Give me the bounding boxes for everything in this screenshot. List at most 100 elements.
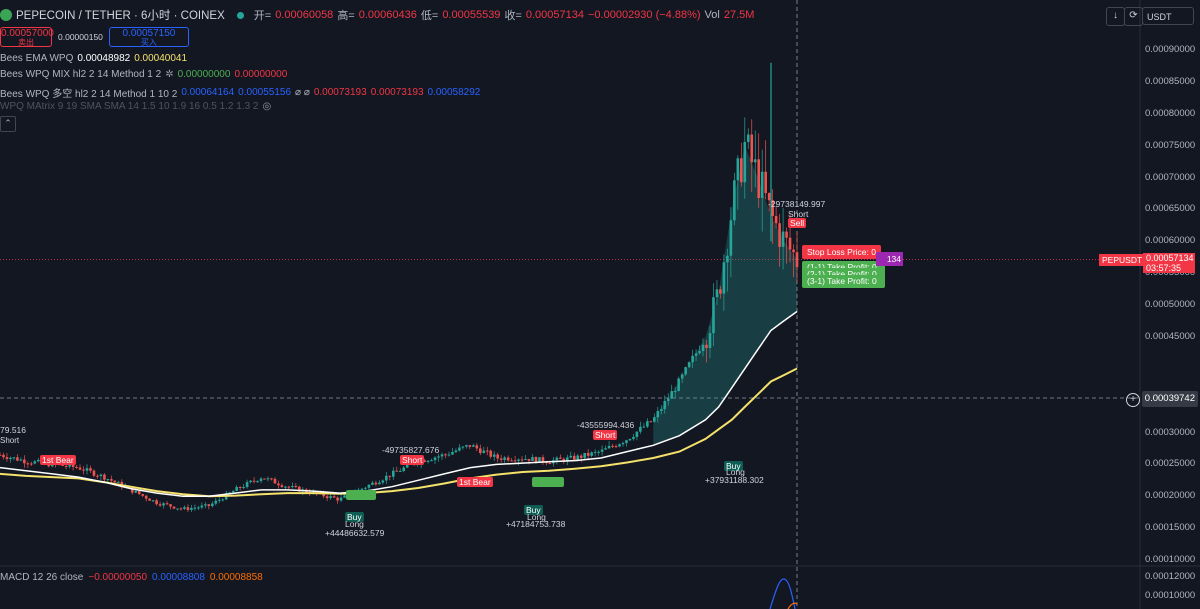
candle-body [242,487,245,489]
candle-body [371,482,374,485]
candle-body [565,457,569,462]
candle-body [618,444,621,447]
symbol-title[interactable]: PEPECOIN / TETHER · 6小时 · COINEX [16,10,225,22]
candle-body [26,463,30,465]
candle-body [391,470,395,477]
annotation-value-2: -49735827.676 [382,445,440,455]
candle-body [19,459,23,461]
candle-body [5,457,9,459]
candle-body [294,486,298,488]
candle-body [746,134,750,142]
candle-body [461,446,465,448]
candle-body [186,507,190,510]
annotation-short-left: Short [0,436,20,445]
high-label: 高= [337,10,355,22]
candle-body [760,171,764,199]
candle-body [499,458,503,460]
candle-body [767,193,771,201]
price-tick: 0.00065000 [1145,203,1196,215]
candle-body [9,457,12,459]
refresh-icon[interactable]: ⟳ [1124,7,1143,26]
candle-body [235,486,238,491]
eye-hidden-icon[interactable]: ◎ [262,101,272,112]
candle-body [646,421,649,427]
candle-body [256,481,259,483]
annotation-value-1: 79.516 [0,425,26,435]
indicator-duo[interactable]: Bees WPQ 多空 hl2 2 14 Method 1 10 2 0.000… [0,85,480,100]
candle-body [36,459,40,462]
price-tick: 0.00080000 [1145,107,1196,119]
candle-body [270,478,273,480]
candle-body [764,171,767,194]
candle-body [666,398,670,402]
sell-price: 0.00057000 [1,28,54,39]
indicator-mix[interactable]: Bees WPQ MIX hl2 2 14 Method 1 2 ✲ 0.000… [0,69,287,80]
candle-body [670,391,674,399]
annotation-value-4: -43555994.436 [577,420,635,430]
candle-body [715,289,719,298]
take-profit-3[interactable]: (3-1) Take Profit: 0 [802,275,885,288]
candle-body [245,482,249,488]
price-tick: 0.00045000 [1145,330,1196,342]
candle-body [249,480,252,483]
long-label-3: Long [726,467,745,477]
position-tag[interactable]: 134 [876,252,903,266]
candle-body [520,459,524,461]
candle-body [694,353,698,356]
candle-body [607,445,611,449]
first-bear-label-1: 1st Bear [40,455,76,465]
vol-label: Vol [704,9,720,21]
candle-body [726,255,729,263]
candle-body [440,454,444,457]
macd-legend[interactable]: MACD 12 26 close −0.00000050 0.00008808 … [0,572,263,583]
candle-body [569,455,573,458]
candle-body [2,454,5,458]
candle-body [381,480,385,483]
candle-body [733,180,736,221]
candle-body [96,475,99,477]
candle-body [423,460,426,462]
indicator-ema[interactable]: Bees EMA WPQ 0.00048982 0.00040041 [0,53,187,64]
indicator-mix-name: Bees WPQ MIX hl2 2 14 Method 1 2 [0,69,162,80]
candle-body [447,454,451,456]
candle-body [402,467,406,471]
low-label: 低= [420,10,439,22]
candle-body [336,497,339,501]
candle-body [736,158,740,181]
candle-body [430,460,433,462]
open-value: 0.00060058 [275,9,334,21]
candle-body [176,508,179,510]
collapse-legend-icon[interactable]: ⌃ [0,116,16,132]
indicator-mix-v2: 0.00000000 [234,69,288,80]
candle-body [649,421,653,423]
indicator-matrix[interactable]: WPQ MAtrix 9 19 SMA SMA 14 1.5 10 1.9 16… [0,101,271,112]
candle-body [750,134,754,163]
short-label-2: Short [593,430,618,440]
indicator-duo-sym: ⌀ ⌀ [295,87,310,98]
candle-body [200,505,204,508]
download-icon[interactable]: ↓ [1106,7,1125,26]
close-value: 0.00057134 [525,9,584,21]
price-tick: 0.00025000 [1145,458,1196,470]
last-price-tag: 0.00057134 03:57:35 [1143,253,1195,273]
crosshair-price: 0.00039742 [1142,391,1198,407]
candle-body [378,482,381,485]
buy-button[interactable]: 0.00057150 买入 [108,27,189,47]
macd-signal-line [787,602,798,609]
candle-body [701,344,705,352]
last-price: 0.00057134 [1146,253,1194,263]
candle-body [287,486,291,488]
long-label-1: Long [345,519,364,529]
stop-loss-label[interactable]: Stop Loss Price: 0 [802,245,881,259]
candle-body [604,448,607,450]
candle-body [583,452,586,458]
candle-body [273,478,277,484]
add-alert-icon[interactable]: + [1126,393,1140,407]
candle-body [33,461,37,464]
sell-button[interactable]: 0.00057000 卖出 [0,27,54,47]
indicator-ema-v1: 0.00048982 [77,53,131,64]
settings-icon[interactable]: ✲ [165,69,174,80]
candle-body [426,460,430,462]
symbol-price-tag: PEPUSDT [1099,254,1146,266]
currency-select[interactable]: USDT [1142,7,1194,25]
